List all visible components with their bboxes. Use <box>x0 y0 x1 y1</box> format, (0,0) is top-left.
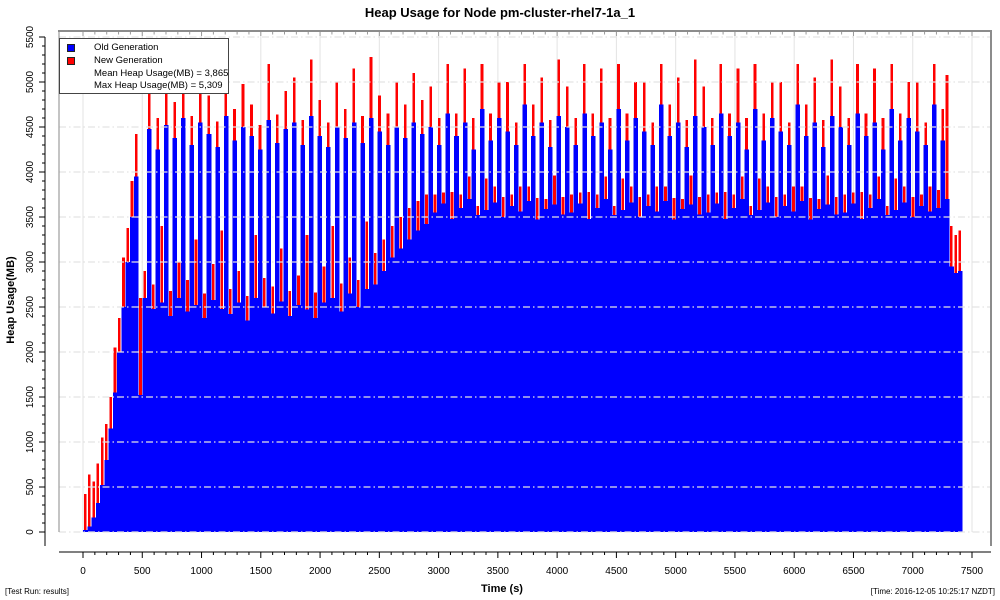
svg-text:5000: 5000 <box>665 566 688 577</box>
svg-text:2000: 2000 <box>25 340 36 363</box>
svg-text:7500: 7500 <box>961 566 984 577</box>
legend-label: Old Generation <box>94 42 159 53</box>
svg-text:4000: 4000 <box>25 160 36 183</box>
legend-stat-max: Max Heap Usage(MB) = 5,309 <box>94 80 223 92</box>
svg-text:3000: 3000 <box>427 566 450 577</box>
legend-item-old-generation: Old Generation <box>60 42 228 55</box>
svg-text:2000: 2000 <box>309 566 332 577</box>
y-axis-label: Heap Usage(MB) <box>5 256 17 344</box>
svg-text:4500: 4500 <box>25 115 36 138</box>
chart-title: Heap Usage for Node pm-cluster-rhel7-1a_… <box>364 5 636 20</box>
svg-text:1500: 1500 <box>250 566 273 577</box>
old-generation-swatch <box>67 44 75 52</box>
svg-text:4000: 4000 <box>546 566 569 577</box>
new-generation-swatch <box>67 56 75 65</box>
timestamp-footer: [Time: 2016-12-05 10:25:17 NZDT] <box>870 587 995 596</box>
svg-text:1000: 1000 <box>190 566 213 577</box>
svg-text:5000: 5000 <box>25 70 36 93</box>
svg-text:0: 0 <box>25 529 36 535</box>
svg-text:6000: 6000 <box>783 566 806 577</box>
svg-text:2500: 2500 <box>25 295 36 318</box>
legend-stat-mean: Mean Heap Usage(MB) = 3,865 <box>94 67 229 79</box>
svg-text:3500: 3500 <box>487 566 510 577</box>
legend-item-new-generation: New Generation <box>60 55 228 68</box>
svg-text:3500: 3500 <box>25 205 36 228</box>
svg-text:6500: 6500 <box>842 566 865 577</box>
svg-text:500: 500 <box>25 478 36 495</box>
svg-text:4500: 4500 <box>605 566 628 577</box>
svg-text:7000: 7000 <box>902 566 925 577</box>
svg-text:1500: 1500 <box>25 385 36 408</box>
svg-text:5500: 5500 <box>25 25 36 48</box>
svg-text:3000: 3000 <box>25 250 36 273</box>
svg-text:2500: 2500 <box>368 566 391 577</box>
svg-text:1000: 1000 <box>25 430 36 453</box>
test-run-footer: [Test Run: results] <box>5 587 70 596</box>
legend-box: Old Generation New Generation Mean Heap … <box>59 38 229 94</box>
legend-label: New Generation <box>94 54 163 66</box>
svg-text:500: 500 <box>134 566 151 577</box>
x-axis-label: Time (s) <box>481 583 523 595</box>
svg-text:5500: 5500 <box>724 566 747 577</box>
svg-text:0: 0 <box>80 566 86 577</box>
